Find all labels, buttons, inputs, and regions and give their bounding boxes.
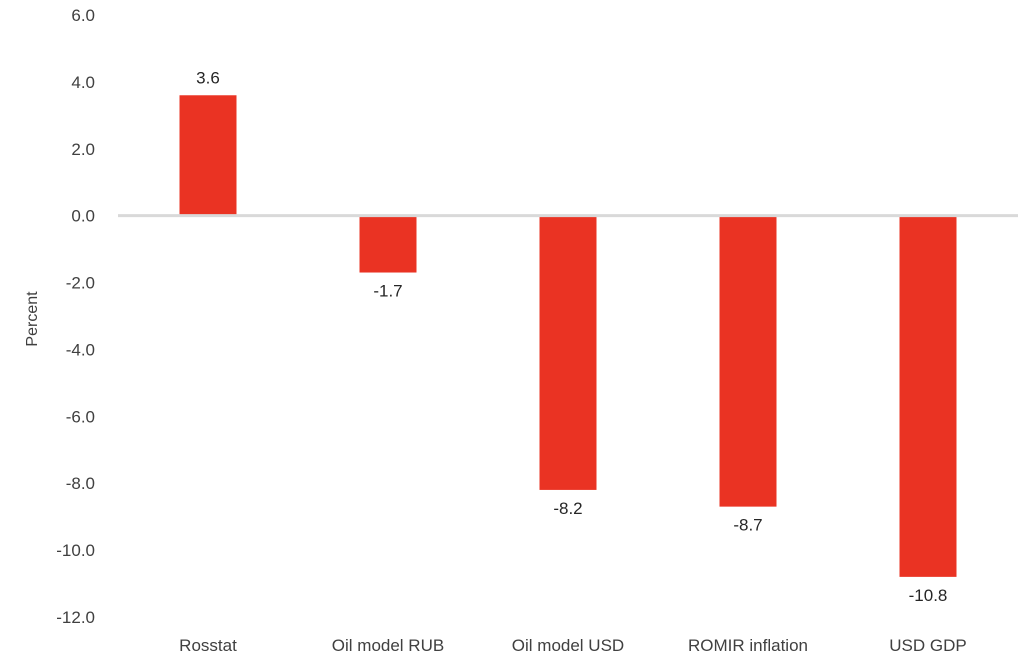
data-label: -8.7 [733,516,762,535]
y-tick-label: 0.0 [71,207,95,226]
x-category-label: USD GDP [889,636,966,655]
bar [539,215,597,490]
y-tick-label: -8.0 [66,474,95,493]
data-label: -8.2 [553,499,582,518]
data-label: 3.6 [196,68,220,87]
y-tick-label: 6.0 [71,6,95,25]
y-axis-title: Percent [24,291,41,347]
bar [899,215,957,577]
bar [359,215,417,273]
data-label: -10.8 [909,586,948,605]
x-category-label: Oil model USD [512,636,624,655]
bars [179,95,957,577]
y-tick-label: 2.0 [71,140,95,159]
y-tick-label: -2.0 [66,274,95,293]
y-tick-label: -12.0 [56,608,95,627]
x-category-label: Rosstat [179,636,237,655]
y-tick-label: -6.0 [66,407,95,426]
data-labels: 3.6 -1.7 -8.2 -8.7 -10.8 [196,68,947,605]
data-label: -1.7 [373,282,402,301]
x-category-label: Oil model RUB [332,636,444,655]
y-tick-label: -10.0 [56,541,95,560]
y-tick-label: -4.0 [66,340,95,359]
x-axis-labels: Rosstat Oil model RUB Oil model USD ROMIR i… [179,636,967,655]
x-category-label: ROMIR inflation [688,636,808,655]
y-tick-label: 4.0 [71,73,95,92]
bar [179,95,237,216]
y-axis-ticks: 6.0 4.0 2.0 0.0 -2.0 -4.0 -6.0 -8.0 -10.0 -12.0 [56,6,95,627]
bar [719,215,777,507]
